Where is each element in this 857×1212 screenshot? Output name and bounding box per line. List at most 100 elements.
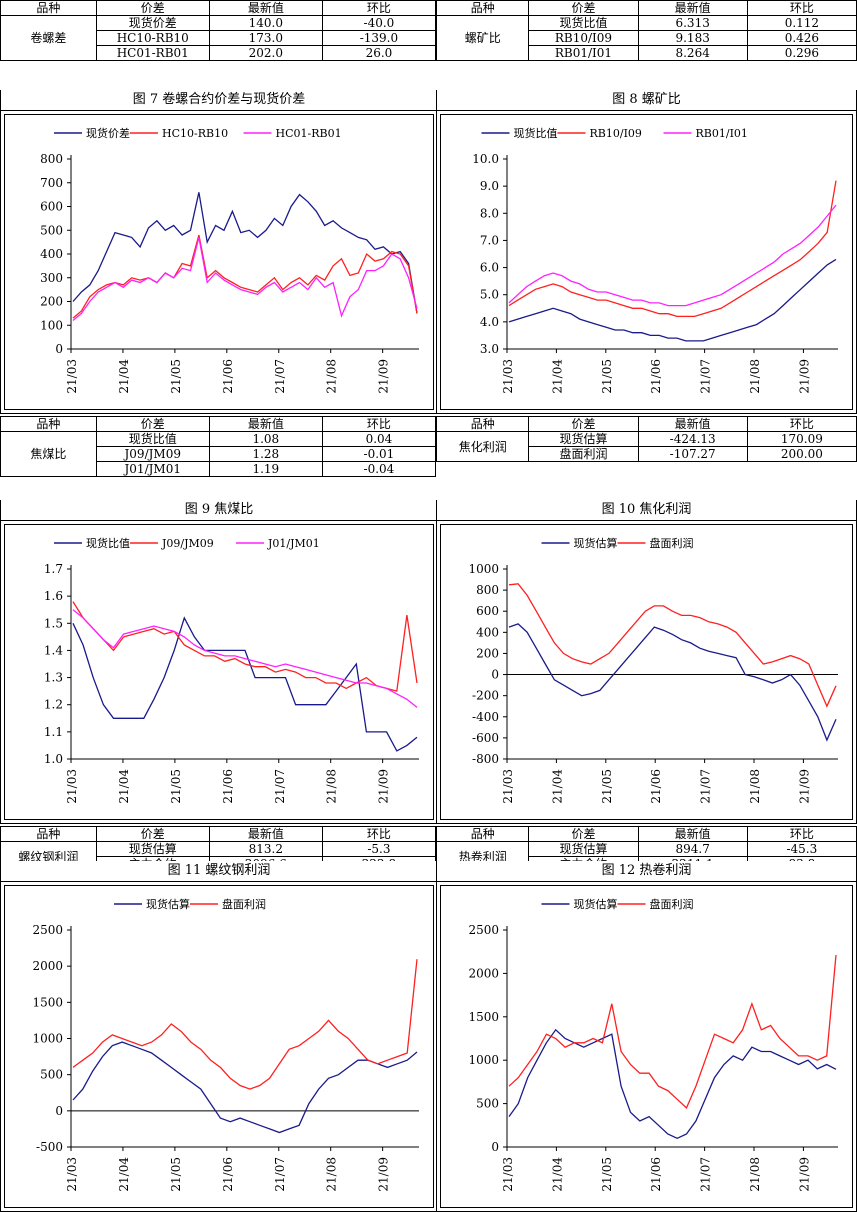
y-tick-label: 1000 (468, 562, 499, 576)
variety-cell: 卷螺差 (0, 15, 97, 61)
x-tick-label: 21/09 (377, 359, 391, 394)
x-tick-label: 21/04 (550, 769, 564, 804)
y-tick-label: 1500 (32, 995, 63, 1009)
x-tick-label: 21/08 (748, 769, 762, 804)
table-cell: J09/JM09 (95, 446, 210, 462)
series-line-2 (72, 601, 418, 692)
legend-label: 现货估算 (146, 897, 190, 911)
table-cell: 9.183 (637, 30, 748, 46)
table-cell: 200.00 (746, 446, 857, 462)
figure-11-chart: 现货估算 盘面利润 -500 0 500 1000 1500 2000 2500 21/03 21/… (32, 897, 419, 1192)
table-cell: 8.264 (637, 45, 748, 61)
table-header-cell: 价差 (528, 416, 639, 432)
x-tick-label: 21/04 (117, 359, 131, 394)
table-cell: 202.0 (208, 45, 323, 61)
table-cell: 0.112 (746, 15, 857, 31)
table-header-cell: 品种 (435, 826, 530, 842)
table-cell: -0.01 (321, 446, 437, 462)
table-cell: RB10/I09 (528, 30, 639, 46)
series-line-1 (72, 1041, 418, 1134)
y-tick-label: 2500 (32, 923, 63, 937)
x-tick-label: 21/07 (273, 769, 287, 804)
x-tick-label: 21/03 (501, 359, 515, 394)
figure-9-chart: 现货比值 J09/JM09 J01/JM01 1.0 1.1 1.2 1.3 1.4 1.5 1.… (44, 536, 419, 804)
table-header-cell: 价差 (528, 0, 639, 16)
x-tick-label: 21/06 (649, 769, 663, 804)
table-header-row: 品种 价差 最新值 环比 (435, 826, 857, 842)
y-tick-label: 2000 (468, 966, 499, 980)
y-tick-label: 8.0 (480, 206, 499, 220)
figure-10-caption: 图 10 焦化利润 (436, 500, 857, 521)
legend: 现货比值 RB10/I09 RB01/I01 (481, 126, 748, 140)
table-header-cell: 品种 (435, 416, 530, 432)
figure-8-caption: 图 8 螺矿比 (436, 90, 857, 111)
table-rebar-ore-ratio: 品种 价差 最新值 环比 螺矿比 现货比值 6.313 0.112 RB10/I09 9.183 0… (435, 0, 857, 61)
y-tick-label: -400 (472, 710, 499, 724)
table-cell: HC10-RB10 (95, 30, 210, 46)
table-row: 热卷利润 现货估算 894.7 -45.3 (435, 841, 857, 872)
x-tick-label: 21/07 (699, 769, 713, 804)
x-tick-label: 21/05 (169, 359, 183, 394)
table-cell: 0.04 (321, 431, 437, 447)
y-tick-label: 1.0 (44, 752, 63, 766)
table-row: HC01-RB01 202.0 26.0 (1, 45, 437, 61)
legend-label: 现货比值 (86, 536, 130, 550)
table-row: J09/JM09 1.28 -0.01 (1, 446, 437, 462)
table-header-cell: 价差 (95, 826, 210, 842)
table-cell: -45.3 (746, 841, 857, 857)
x-tick-label: 21/05 (169, 769, 183, 804)
figure-7-chart: 现货价差 HC10-RB10 HC01-RB01 0 100 200 300 400 500 60… (40, 126, 419, 394)
table-header-cell: 最新值 (637, 826, 748, 842)
figure-10-panel: 现货估算 盘面利润 -800 -600 -400 -200 0 200 400 600 800 100… (436, 520, 857, 824)
x-tick-label: 21/05 (169, 1157, 183, 1192)
x-tick-label: 21/03 (501, 769, 515, 804)
x-tick-label: 21/09 (797, 769, 811, 804)
y-tick-label: 600 (40, 200, 63, 214)
legend: 现货估算 盘面利润 (541, 897, 694, 911)
figure-12-panel: 现货估算 盘面利润 0 500 1000 1500 2000 2500 21/03 21/04 21… (436, 881, 857, 1212)
x-tick-label: 21/06 (221, 359, 235, 394)
series-line-2 (508, 180, 837, 318)
x-tick-label: 21/07 (273, 1157, 287, 1192)
x-tick-label: 21/08 (325, 1157, 339, 1192)
table-header-cell: 价差 (95, 416, 210, 432)
table-cell: 140.0 (208, 15, 323, 31)
figure-8-panel: 现货比值 RB10/I09 RB01/I01 3.0 4.0 5.0 6.0 7.0 8.0 9.… (436, 110, 857, 414)
table-header-cell: 环比 (321, 826, 437, 842)
legend-label: J01/JM01 (267, 537, 320, 550)
y-tick-label: 2500 (468, 923, 499, 937)
table-header-cell: 品种 (0, 0, 97, 16)
legend-label: HC10-RB10 (162, 127, 228, 140)
y-tick-label: 1.6 (44, 589, 63, 603)
y-tick-label: 0 (55, 1104, 63, 1118)
table-cell: -40.0 (321, 15, 437, 31)
x-tick-label: 21/06 (649, 359, 663, 394)
table-header-cell: 最新值 (208, 416, 323, 432)
legend-label: RB10/I09 (590, 127, 642, 140)
figure-11-panel: 现货估算 盘面利润 -500 0 500 1000 1500 2000 2500 21/03 21/… (0, 881, 438, 1212)
legend-label: 现货价差 (86, 126, 130, 140)
table-cell: 1.19 (208, 461, 323, 477)
x-tick-label: 21/08 (325, 769, 339, 804)
series-line-1 (72, 192, 418, 314)
table-row: J01/JM01 1.19 -0.04 (1, 461, 437, 477)
x-tick-label: 21/09 (377, 1157, 391, 1192)
y-tick-label: -600 (472, 731, 499, 745)
x-tick-label: 21/03 (65, 359, 79, 394)
y-tick-label: 6.0 (480, 261, 499, 275)
series-line-1 (508, 258, 837, 342)
y-tick-label: 400 (476, 625, 499, 639)
table-cell: J01/JM01 (95, 461, 210, 477)
legend: 现货估算 盘面利润 (114, 897, 266, 911)
table-cell: 1.08 (208, 431, 323, 447)
table-cell: 813.2 (208, 841, 323, 857)
table-header-cell: 环比 (321, 0, 437, 16)
table-cell: 170.09 (746, 431, 857, 447)
table-header-cell: 价差 (528, 826, 639, 842)
legend: 现货比值 J09/JM09 J01/JM01 (54, 536, 320, 550)
figure-10-chart: 现货估算 盘面利润 -800 -600 -400 -200 0 200 400 600 800 100… (468, 536, 838, 804)
y-tick-label: 1.4 (44, 643, 63, 657)
figure-12-chart: 现货估算 盘面利润 0 500 1000 1500 2000 2500 21/03 21/04 21… (468, 897, 838, 1192)
table-cell: 盘面利润 (528, 446, 639, 462)
y-tick-label: 1000 (468, 1053, 499, 1067)
